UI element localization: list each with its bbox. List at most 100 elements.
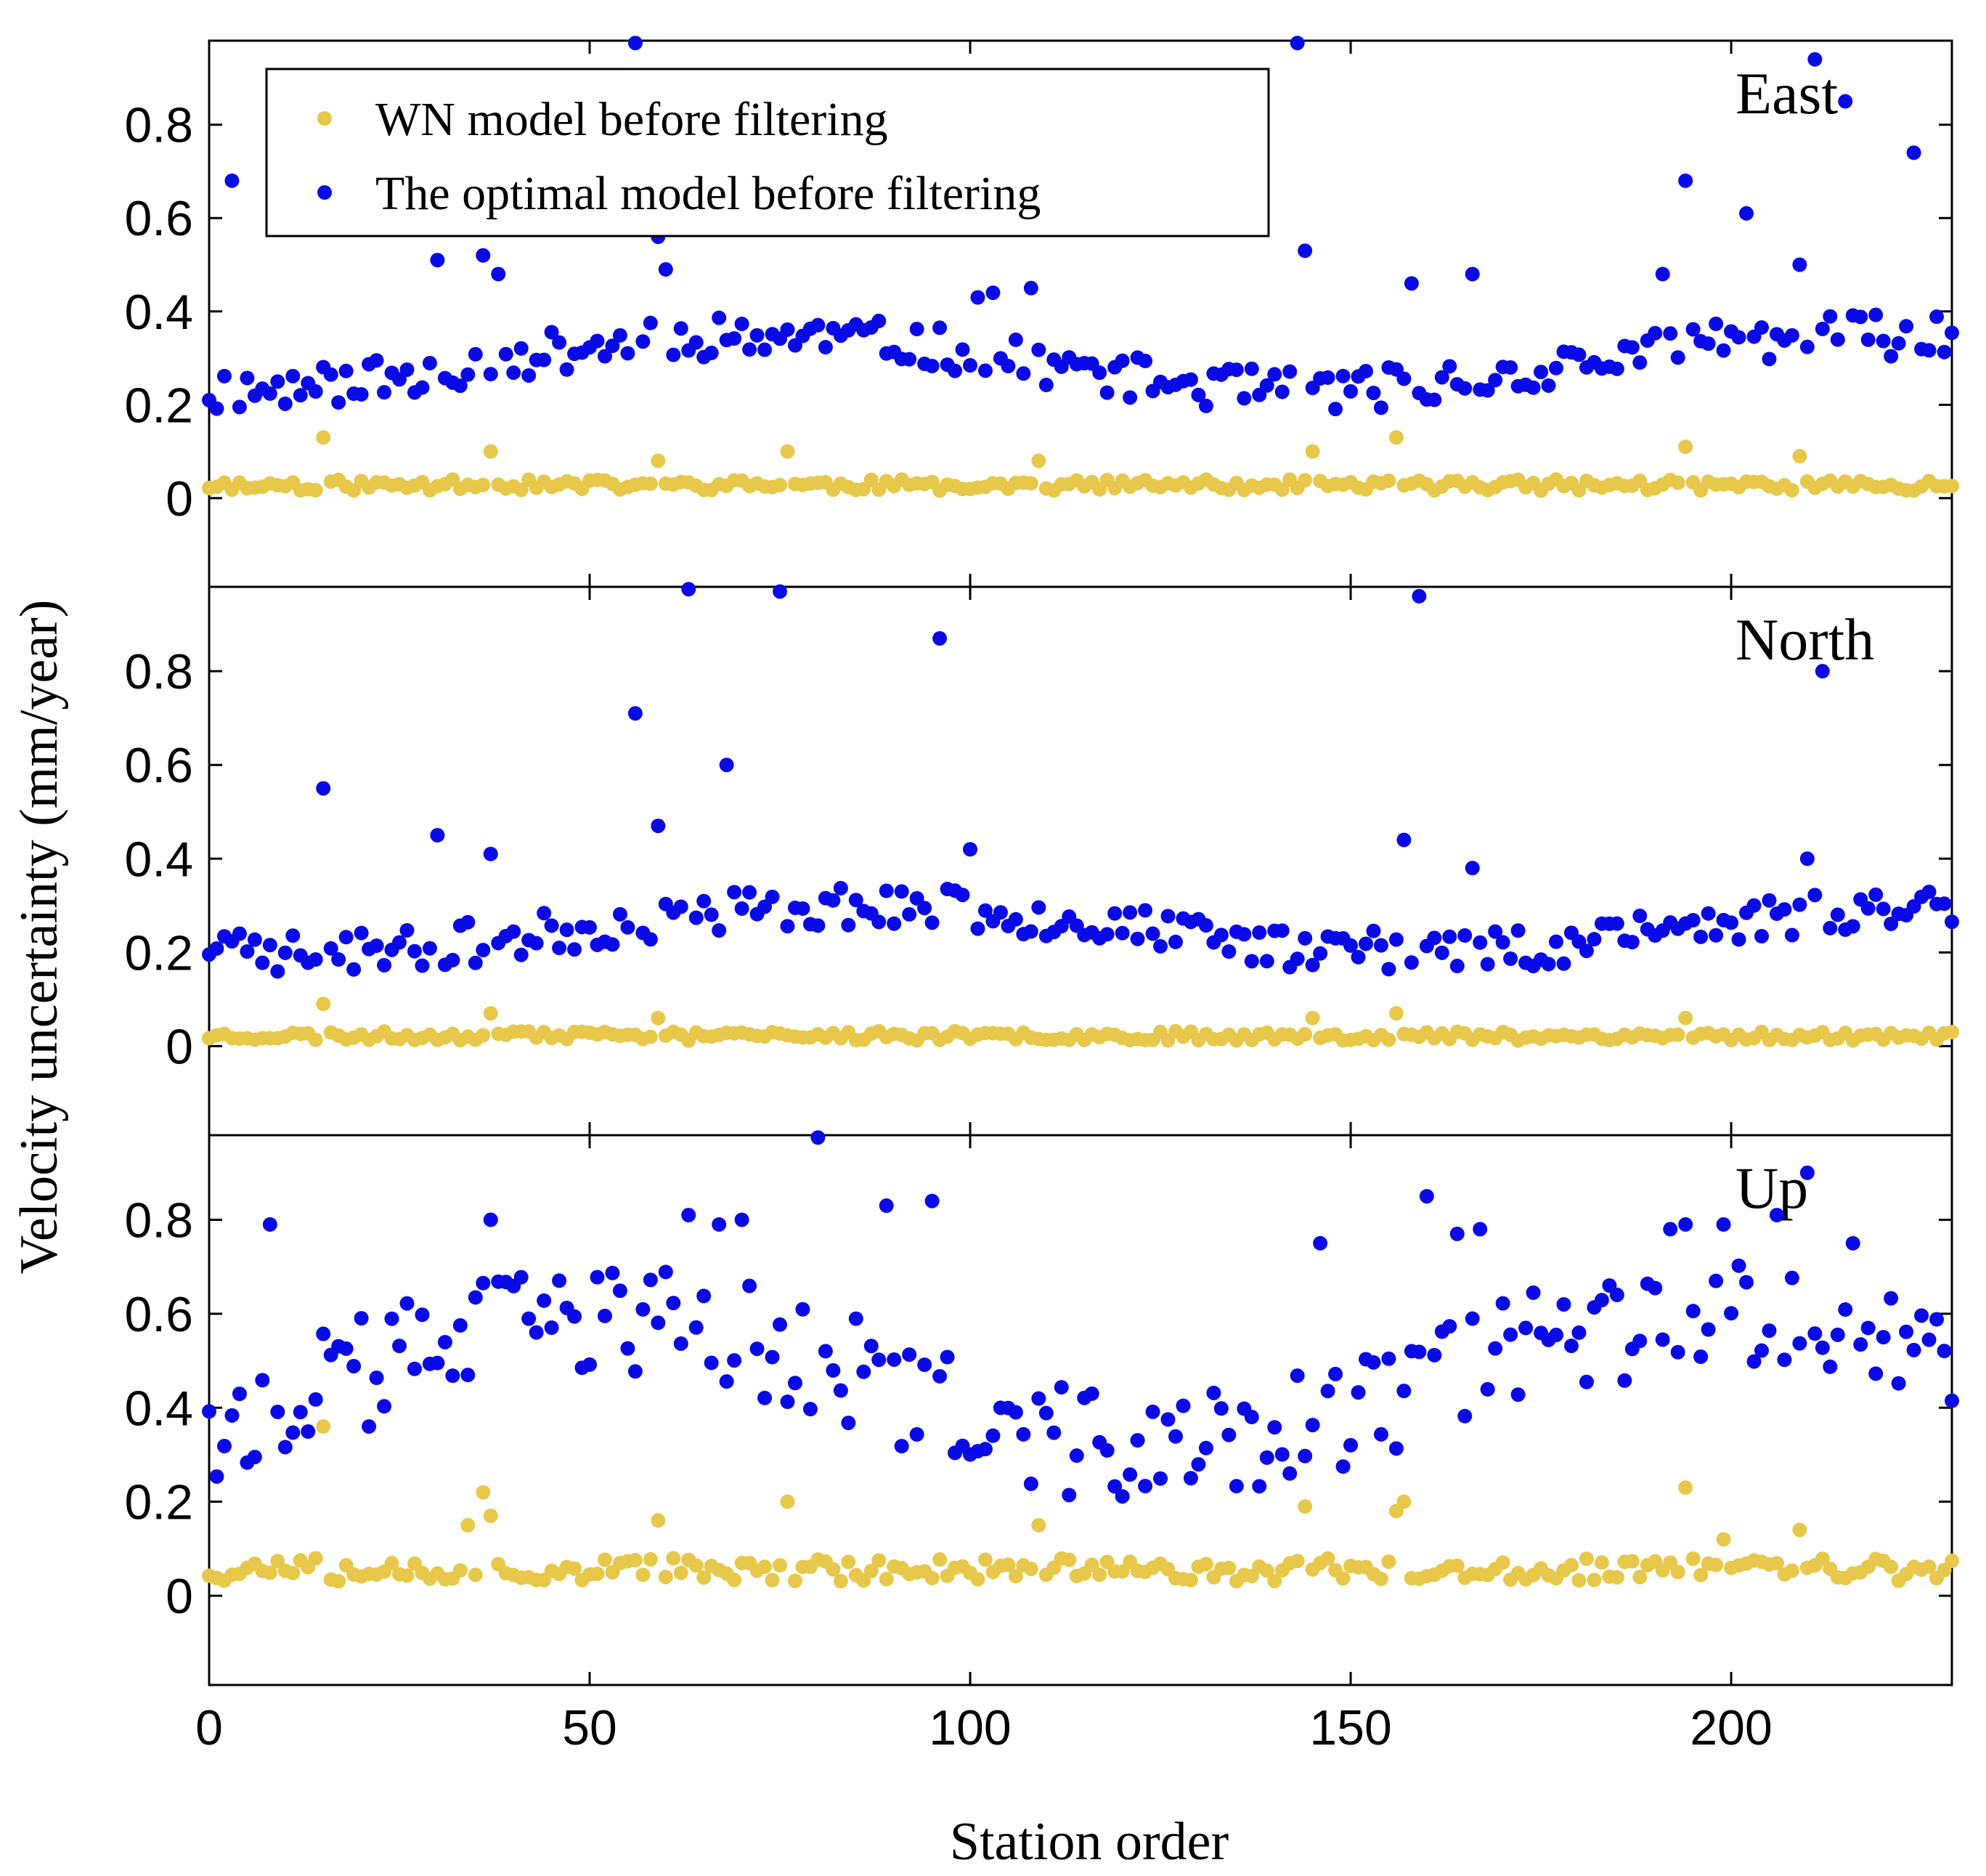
optimal-point bbox=[590, 333, 605, 349]
optimal-point bbox=[338, 930, 354, 945]
optimal-point bbox=[1709, 316, 1724, 331]
optimal-point bbox=[1092, 365, 1107, 381]
optimal-point bbox=[1571, 1325, 1587, 1340]
optimal-point bbox=[1876, 1330, 1891, 1345]
optimal-point bbox=[1008, 1405, 1023, 1420]
optimal-point bbox=[1442, 359, 1457, 374]
optimal-point bbox=[673, 1336, 688, 1351]
optimal-point bbox=[1906, 1342, 1921, 1357]
wn-point bbox=[316, 996, 331, 1012]
optimal-point bbox=[415, 1307, 430, 1323]
optimal-point bbox=[1145, 926, 1160, 941]
optimal-point bbox=[658, 1264, 673, 1280]
optimal-point bbox=[316, 1326, 331, 1341]
optimal-point bbox=[1510, 923, 1526, 938]
optimal-point bbox=[1221, 1427, 1237, 1442]
optimal-point bbox=[255, 1373, 270, 1388]
optimal-point bbox=[841, 1416, 856, 1431]
wn-point bbox=[567, 1561, 582, 1576]
optimal-point bbox=[1115, 1489, 1130, 1504]
optimal-point bbox=[346, 962, 362, 977]
optimal-point bbox=[483, 846, 498, 861]
optimal-point bbox=[1693, 929, 1709, 944]
wn-point bbox=[1678, 1480, 1693, 1495]
optimal-point bbox=[1282, 364, 1298, 379]
optimal-point bbox=[924, 359, 940, 374]
x-tick-label: 50 bbox=[562, 1700, 617, 1755]
optimal-point bbox=[985, 285, 1001, 301]
optimal-point bbox=[1031, 1391, 1046, 1406]
optimal-point bbox=[1579, 943, 1594, 959]
optimal-point bbox=[1069, 1448, 1084, 1463]
optimal-point bbox=[1792, 897, 1807, 912]
wn-point bbox=[483, 1006, 498, 1021]
optimal-point bbox=[605, 1265, 620, 1280]
optimal-point bbox=[506, 365, 521, 381]
optimal-point bbox=[1404, 955, 1419, 970]
optimal-point bbox=[1823, 1359, 1838, 1374]
optimal-point bbox=[1427, 930, 1442, 946]
optimal-point bbox=[719, 1374, 734, 1389]
wn-point bbox=[1259, 1563, 1274, 1578]
optimal-point bbox=[1716, 343, 1731, 358]
optimal-point bbox=[437, 1334, 452, 1349]
optimal-point bbox=[1845, 1235, 1860, 1251]
optimal-point bbox=[1282, 1466, 1298, 1481]
wn-point bbox=[1381, 1032, 1396, 1047]
wn-point bbox=[1001, 1557, 1016, 1572]
wn-point bbox=[696, 1570, 712, 1585]
y-tick-label: 0.8 bbox=[124, 98, 193, 153]
optimal-point bbox=[369, 353, 384, 368]
wn-point bbox=[1031, 453, 1046, 468]
optimal-point bbox=[879, 1198, 894, 1214]
wn-point bbox=[308, 482, 323, 498]
wn-point bbox=[773, 477, 788, 492]
optimal-point bbox=[1838, 1302, 1853, 1317]
optimal-point bbox=[643, 932, 658, 947]
wn-point bbox=[1670, 475, 1685, 490]
optimal-point bbox=[346, 1359, 362, 1374]
wn-point bbox=[1563, 1558, 1579, 1573]
optimal-point bbox=[1449, 959, 1465, 974]
optimal-point bbox=[940, 1349, 955, 1365]
wn-point bbox=[863, 472, 879, 487]
optimal-point bbox=[749, 328, 765, 343]
optimal-point bbox=[1274, 923, 1290, 938]
optimal-point bbox=[316, 781, 331, 796]
optimal-point bbox=[887, 916, 902, 931]
wn-point bbox=[476, 1028, 491, 1043]
optimal-point bbox=[308, 384, 323, 399]
optimal-point bbox=[1168, 934, 1184, 949]
optimal-point bbox=[742, 885, 757, 900]
optimal-point bbox=[1123, 1467, 1138, 1482]
optimal-point bbox=[1480, 1381, 1495, 1397]
optimal-point bbox=[1670, 350, 1685, 365]
optimal-point bbox=[354, 925, 369, 941]
optimal-point bbox=[1518, 1320, 1534, 1336]
series-optimal bbox=[202, 582, 1959, 979]
wn-point bbox=[308, 1032, 323, 1047]
optimal-point bbox=[963, 842, 978, 857]
optimal-point bbox=[1176, 1398, 1191, 1413]
wn-point bbox=[1685, 1551, 1701, 1567]
optimal-point bbox=[627, 1364, 643, 1379]
optimal-point bbox=[1609, 916, 1624, 931]
optimal-point bbox=[773, 1317, 788, 1332]
optimal-point bbox=[902, 352, 917, 367]
optimal-point bbox=[1503, 360, 1518, 375]
wn-point bbox=[727, 1572, 742, 1588]
y-tick-label: 0.2 bbox=[124, 925, 193, 980]
wn-point bbox=[1305, 1010, 1320, 1026]
optimal-point bbox=[1495, 935, 1510, 950]
optimal-point bbox=[1845, 919, 1860, 934]
legend: WN model before filtering The optimal mo… bbox=[265, 68, 1270, 237]
optimal-point bbox=[232, 399, 247, 415]
wn-point bbox=[1945, 479, 1959, 494]
optimal-point bbox=[1054, 1380, 1069, 1395]
wn-point bbox=[977, 1552, 993, 1567]
optimal-point bbox=[354, 1311, 369, 1326]
optimal-point bbox=[719, 758, 734, 773]
optimal-point bbox=[620, 346, 635, 361]
optimal-point bbox=[445, 1368, 460, 1384]
optimal-point bbox=[1624, 935, 1640, 950]
